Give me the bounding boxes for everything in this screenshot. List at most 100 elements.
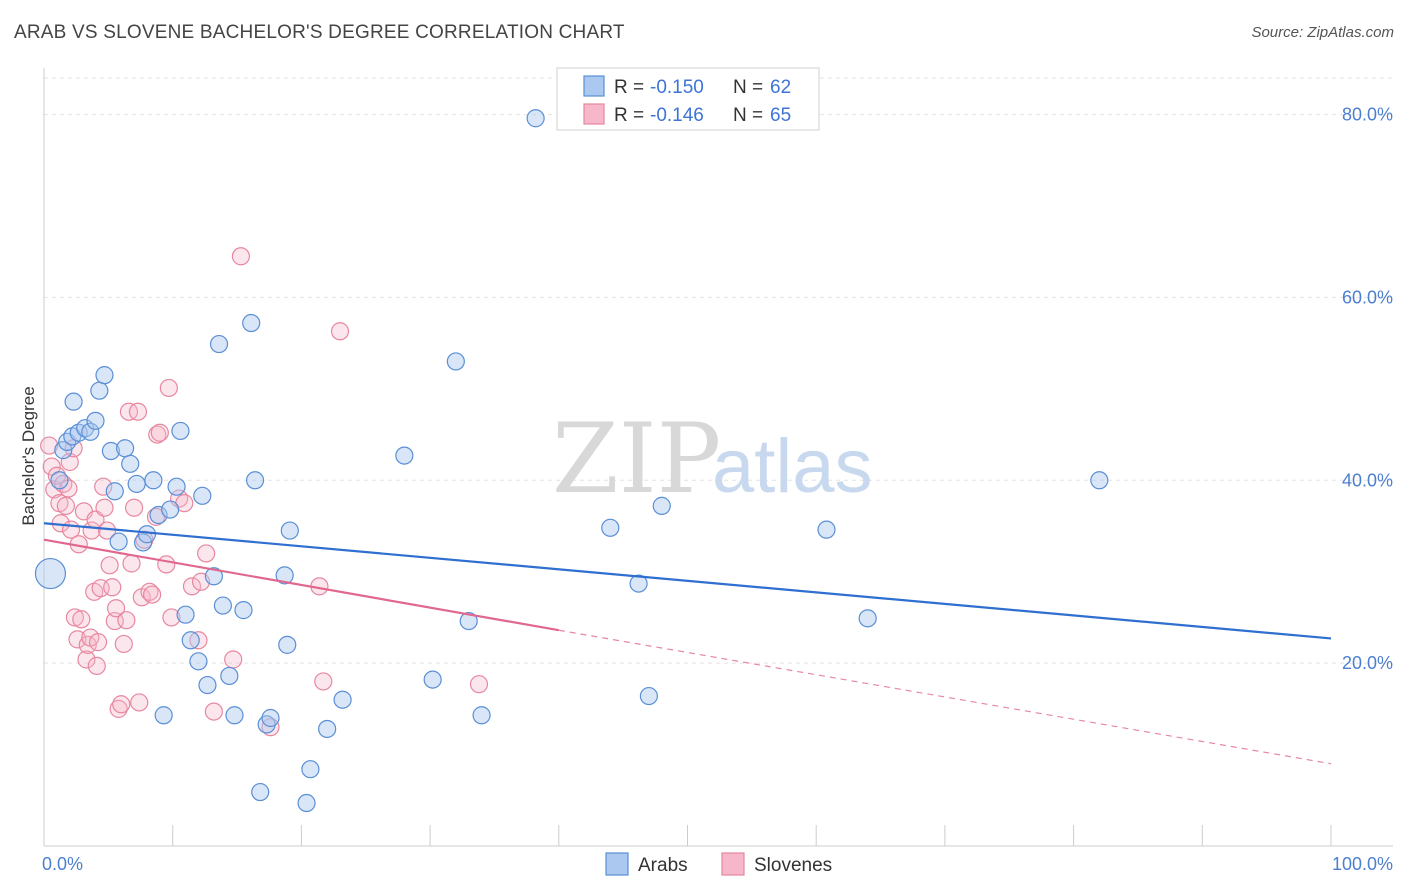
slovenes-point-57	[197, 544, 216, 563]
arabs-point-58	[652, 496, 671, 515]
slovenes-point-44	[140, 582, 159, 601]
slovenes-trend-line	[43, 538, 559, 632]
arabs-point-32	[209, 334, 229, 354]
x-tick-labels: 0.0% 100.0%	[42, 854, 1393, 874]
slovenes-point-60	[231, 247, 251, 266]
slovenes-point-38	[122, 554, 141, 573]
arabs-point-42	[275, 566, 294, 585]
arabs-point-8	[81, 422, 100, 441]
legend-n-label-slovenes: N =	[733, 105, 763, 126]
legend-n-label-arabs: N =	[733, 77, 763, 98]
arabs-point-53	[472, 706, 491, 725]
slovenes-point-45	[143, 585, 162, 604]
slovenes-trend-extension	[558, 629, 1332, 765]
arabs-point-57	[639, 686, 658, 706]
arabs-point-43	[278, 635, 297, 654]
slovenes-point-65	[469, 675, 489, 694]
arabs-point-48	[333, 690, 352, 709]
y-tick-label-2: 60.0%	[1342, 287, 1393, 307]
arabs-point-16	[121, 454, 140, 473]
x-tick-label-1: 100.0%	[1332, 854, 1393, 874]
slovenes-point-17	[77, 650, 96, 669]
arabs-point-28	[189, 652, 208, 671]
y-axis-label: Bachelor's Degree	[19, 386, 38, 525]
arabs-point-19	[137, 525, 157, 544]
slovenes-point-40	[128, 402, 148, 421]
arabs-point-59	[817, 520, 836, 539]
slovenes-point-41	[130, 693, 149, 712]
arabs-point-17	[127, 474, 146, 494]
chart-title: ARAB VS SLOVENE BACHELOR'S DEGREE CORREL…	[14, 22, 625, 43]
zipatlas-watermark: ZIP atlas	[552, 403, 873, 515]
arabs-point-41	[261, 708, 280, 728]
slovenes-point-46	[146, 507, 166, 526]
legend-r-value-arabs: -0.150	[650, 77, 704, 98]
arabs-point-0	[34, 557, 67, 590]
slovenes-point-47	[148, 425, 167, 444]
arabs-point-47	[318, 719, 337, 739]
arabs-point-39	[251, 782, 270, 802]
arabs-point-44	[280, 521, 299, 540]
slovenes-point-24	[88, 633, 108, 652]
slovenes-point-55	[189, 631, 208, 650]
legend: R = -0.150 N = 62 R = -0.146 N = 65	[556, 67, 820, 131]
arabs-point-14	[109, 532, 128, 551]
arabs-point-51	[446, 352, 465, 371]
slovenes-point-1	[42, 457, 61, 476]
arabs-point-26	[176, 605, 195, 624]
slovenes-point-2	[45, 480, 64, 499]
legend-n-value-slovenes: 65	[770, 105, 791, 126]
trend-lines	[43, 522, 1332, 765]
arabs-point-5	[64, 392, 83, 411]
slovenes-point-34	[112, 695, 131, 714]
legend-swatch-arabs	[583, 75, 605, 97]
slovenes-point-30	[103, 578, 122, 597]
arabs-point-31	[204, 567, 223, 586]
x-tick-label-0: 0.0%	[42, 854, 83, 874]
legend-swatch-slovenes	[583, 103, 605, 125]
legend-r-label-slovenes: R =	[614, 105, 644, 126]
legend-r-label-arabs: R =	[614, 77, 644, 98]
slovenes-point-15	[72, 610, 91, 629]
bottom-legend-swatch-slovenes	[721, 852, 745, 876]
arabs-point-33	[213, 596, 232, 615]
y-tick-label-1: 40.0%	[1342, 470, 1393, 490]
slovenes-point-39	[124, 498, 144, 517]
arabs-point-12	[101, 441, 121, 461]
slovenes-point-63	[314, 672, 333, 691]
arabs-point-37	[242, 313, 261, 333]
arabs-points	[34, 109, 1109, 813]
y-tick-label-3: 80.0%	[1342, 105, 1393, 125]
arabs-point-15	[115, 439, 135, 458]
slovenes-point-54	[182, 577, 202, 596]
slovenes-point-29	[100, 556, 119, 575]
bottom-legend: Arabs Slovenes	[605, 852, 832, 876]
slovenes-point-12	[65, 608, 84, 627]
slovenes-point-51	[162, 608, 181, 627]
slovenes-point-7	[56, 496, 75, 515]
arabs-point-10	[90, 381, 109, 400]
arabs-point-45	[297, 793, 316, 813]
slovenes-point-48	[150, 423, 169, 442]
slovenes-point-32	[106, 599, 126, 618]
arabs-point-55	[601, 518, 620, 537]
slovenes-point-27	[95, 498, 114, 517]
arabs-point-23	[161, 500, 180, 519]
source-note: Source: ZipAtlas.com	[1251, 24, 1394, 41]
slovenes-point-49	[157, 555, 176, 574]
bottom-legend-label-slovenes: Slovenes	[754, 855, 832, 876]
watermark-zip: ZIP	[552, 403, 721, 515]
slovenes-point-18	[78, 635, 97, 654]
arabs-point-60	[858, 609, 877, 628]
arabs-point-30	[198, 675, 217, 695]
y-tick-label-0: 20.0%	[1342, 653, 1393, 673]
legend-n-value-arabs: 62	[770, 77, 791, 98]
slovenes-point-36	[117, 611, 136, 630]
y-tick-labels: 20.0% 40.0% 60.0% 80.0%	[1342, 105, 1393, 674]
slovenes-point-35	[114, 634, 133, 654]
arabs-point-54	[526, 109, 545, 128]
arabs-point-22	[154, 706, 173, 725]
arabs-point-50	[423, 670, 442, 689]
slovenes-point-58	[204, 702, 223, 721]
